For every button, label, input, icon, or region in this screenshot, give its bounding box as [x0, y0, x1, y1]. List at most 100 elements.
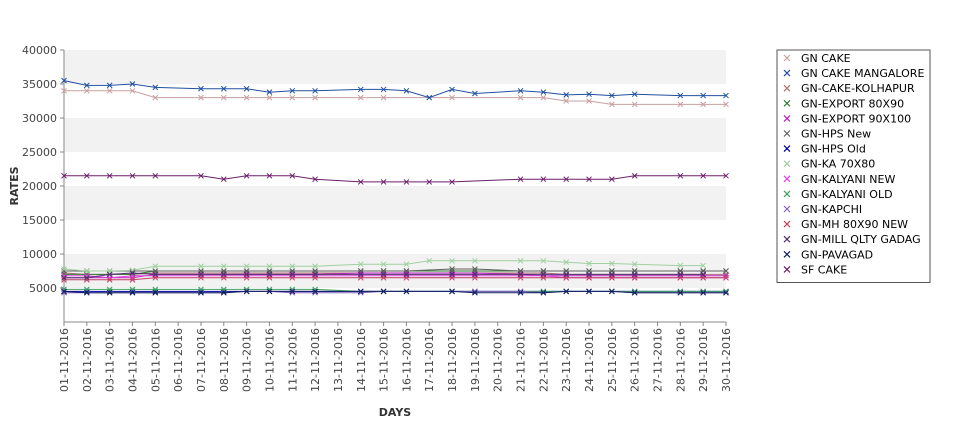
- data-point: [106, 82, 113, 89]
- data-point: [220, 85, 227, 92]
- grid-band: [64, 84, 726, 118]
- data-point: [609, 260, 615, 267]
- data-point: [631, 271, 638, 278]
- data-point: [266, 172, 273, 179]
- data-point: [403, 271, 410, 278]
- data-point: [700, 101, 707, 108]
- data-point: [517, 176, 524, 183]
- data-point: [472, 271, 478, 278]
- data-point: [83, 274, 90, 281]
- legend-label: GN-KAPCHI: [801, 203, 862, 216]
- data-point: [723, 172, 729, 179]
- data-point: [243, 288, 250, 295]
- legend-item: GN-MILL QLTY GADAG: [783, 233, 921, 246]
- data-point: [312, 271, 318, 278]
- legend-item: GN-PAVAGAD: [783, 248, 873, 261]
- x-tick-label: 23-11-2016: [560, 328, 573, 392]
- data-point: [129, 172, 136, 179]
- x-tick-label: 01-11-2016: [58, 328, 71, 392]
- legend-marker: [783, 190, 791, 198]
- x-tick-label: 15-11-2016: [378, 328, 391, 392]
- x-tick-label: 06-11-2016: [172, 328, 185, 392]
- legend-label: GN CAKE MANGALORE: [801, 67, 924, 80]
- legend-item: GN-HPS New: [783, 128, 871, 141]
- data-point: [243, 94, 250, 101]
- x-tick-label: 20-11-2016: [492, 328, 505, 392]
- x-tick-label: 29-11-2016: [697, 328, 710, 392]
- data-point: [380, 94, 387, 101]
- data-point: [586, 98, 592, 104]
- data-point: [243, 271, 250, 278]
- legend-marker: [783, 145, 791, 153]
- data-point: [631, 261, 638, 268]
- data-point: [472, 266, 478, 272]
- y-axis-title: RATES: [8, 166, 21, 205]
- legend-item: GN CAKE: [783, 52, 851, 65]
- data-point: [152, 84, 159, 91]
- data-point: [129, 289, 136, 296]
- x-tick-label: 03-11-2016: [104, 328, 117, 392]
- legend-item: GN-KAPCHI: [783, 203, 862, 216]
- data-point: [586, 271, 592, 278]
- data-point: [312, 176, 318, 183]
- data-point: [83, 87, 90, 94]
- grid-band: [64, 186, 726, 220]
- data-point: [380, 86, 387, 93]
- data-point: [403, 288, 410, 295]
- grid-band: [64, 220, 726, 254]
- data-point: [449, 271, 455, 278]
- data-point: [83, 289, 90, 296]
- data-point: [61, 87, 67, 94]
- plot-background: [64, 50, 726, 322]
- x-tick-label: 28-11-2016: [674, 328, 687, 392]
- data-point: [677, 271, 684, 278]
- x-tick-label: 08-11-2016: [218, 328, 231, 392]
- data-point: [152, 172, 159, 179]
- data-point: [289, 172, 296, 179]
- legend-marker: [783, 114, 791, 122]
- y-tick-label: 10000: [22, 248, 57, 261]
- data-point: [700, 271, 707, 278]
- legend-marker: [783, 265, 791, 273]
- data-point: [61, 274, 67, 281]
- y-tick-label: 30000: [22, 112, 57, 125]
- data-point: [312, 87, 318, 94]
- data-point: [631, 101, 638, 108]
- grid-band: [64, 118, 726, 152]
- data-point: [380, 261, 387, 268]
- data-point: [677, 262, 684, 269]
- data-point: [357, 288, 364, 295]
- x-tick-label: 26-11-2016: [629, 328, 642, 392]
- legend-label: GN-MH 80X90 NEW: [801, 218, 908, 231]
- data-point: [540, 257, 547, 264]
- data-point: [700, 92, 707, 99]
- data-point: [266, 94, 273, 101]
- data-point: [723, 92, 729, 99]
- data-point: [631, 289, 638, 296]
- data-point: [563, 271, 570, 278]
- legend-item: GN-MH 80X90 NEW: [783, 218, 908, 231]
- data-point: [426, 179, 433, 185]
- legend-marker: [783, 54, 791, 62]
- data-point: [129, 87, 136, 94]
- data-point: [83, 268, 90, 274]
- data-point: [220, 176, 227, 183]
- data-point: [266, 271, 273, 278]
- data-point: [220, 94, 227, 101]
- data-point: [586, 176, 592, 183]
- series: [61, 288, 729, 296]
- data-point: [540, 89, 547, 96]
- x-tick-label: 13-11-2016: [332, 328, 345, 392]
- data-point: [563, 259, 570, 266]
- data-point: [472, 90, 478, 97]
- series: [61, 172, 729, 185]
- data-point: [61, 77, 67, 84]
- legend-label: GN-MILL QLTY GADAG: [801, 233, 921, 246]
- legend-item: SF CAKE: [783, 263, 847, 276]
- data-point: [357, 271, 364, 278]
- data-point: [609, 101, 615, 108]
- legend-label: GN-KA 70X80: [801, 158, 875, 171]
- legend-marker: [783, 175, 791, 183]
- data-point: [61, 288, 67, 295]
